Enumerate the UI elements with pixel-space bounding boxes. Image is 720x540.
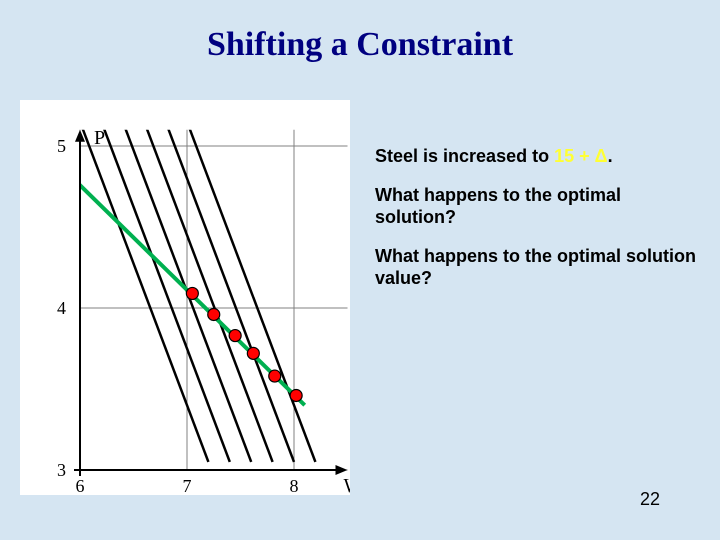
line1-post: .	[608, 146, 613, 166]
line1-pre: Steel is increased to	[375, 146, 554, 166]
svg-text:W: W	[344, 475, 351, 495]
svg-text:8: 8	[290, 476, 299, 495]
chart-svg: 6 7 8 3 4 5 P W	[20, 100, 350, 495]
svg-text:3: 3	[57, 460, 66, 480]
svg-text:4: 4	[57, 298, 66, 318]
body-text: Steel is increased to 15 + Δ. What happe…	[375, 145, 705, 306]
svg-text:P: P	[94, 127, 105, 149]
line-q1: What happens to the optimal solution?	[375, 184, 705, 229]
svg-text:6: 6	[76, 476, 85, 495]
line-q2: What happens to the optimal solution val…	[375, 245, 705, 290]
svg-text:7: 7	[183, 476, 192, 495]
chart: 6 7 8 3 4 5 P W	[20, 100, 350, 495]
svg-text:5: 5	[57, 136, 66, 156]
page-number: 22	[640, 489, 660, 510]
line-steel: Steel is increased to 15 + Δ.	[375, 145, 705, 168]
page-title: Shifting a Constraint	[0, 0, 720, 64]
line1-yellow: 15 + Δ	[554, 146, 607, 166]
